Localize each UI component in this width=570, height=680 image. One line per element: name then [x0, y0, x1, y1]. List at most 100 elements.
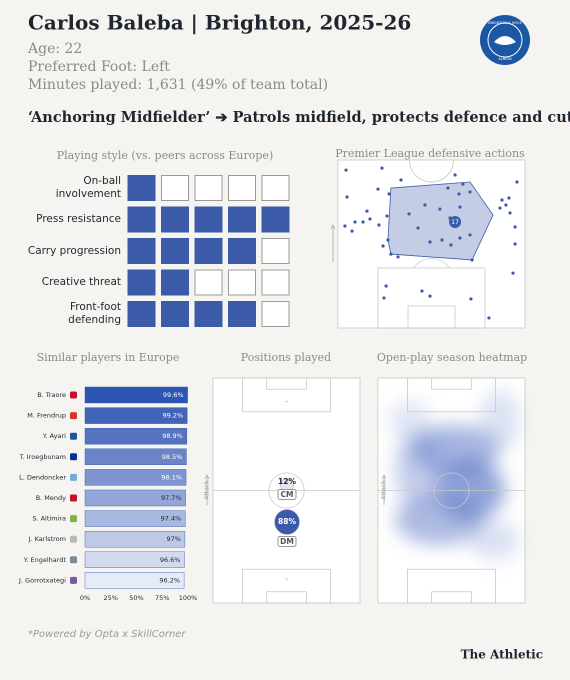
attack-arrowhead	[381, 474, 387, 480]
position-tag	[277, 489, 297, 500]
action-point	[470, 258, 474, 262]
centre-circle	[268, 472, 305, 509]
role: ‘Anchoring Midfielder’ ➔ Patrols midfiel…	[28, 109, 570, 126]
action-point	[487, 316, 491, 320]
centre-circle	[433, 472, 470, 509]
club-badge	[70, 535, 77, 543]
style-square	[228, 206, 256, 233]
action-point	[350, 229, 354, 233]
bar	[84, 428, 188, 445]
action-point	[387, 192, 391, 196]
action-point	[458, 205, 462, 209]
bar	[84, 572, 185, 589]
x-tick-label: 75%	[155, 594, 169, 602]
penalty-spot	[285, 578, 288, 581]
action-point	[440, 238, 444, 242]
bar	[84, 510, 186, 527]
action-point	[504, 203, 508, 207]
title: Carlos Baleba | Brighton, 2025-26	[28, 11, 411, 35]
action-point	[377, 223, 381, 227]
style-square-empty	[228, 175, 256, 201]
attack-arrowhead	[330, 224, 336, 230]
style-label: Carry progression	[27, 244, 121, 257]
pitch	[337, 159, 526, 329]
position-value: 88%	[278, 517, 296, 526]
style-label: Creative threat	[41, 276, 121, 288]
action-point	[507, 196, 511, 200]
action-point	[343, 224, 347, 228]
style-square-empty	[261, 269, 290, 296]
action-point	[453, 173, 457, 177]
player-name: B. Mendy	[36, 494, 66, 502]
action-point	[396, 255, 400, 259]
action-point	[508, 211, 512, 215]
action-point	[344, 168, 348, 172]
player-name: T. Iroegbunam	[18, 453, 66, 461]
action-point	[389, 252, 393, 256]
club-badge	[70, 494, 77, 502]
bar	[84, 407, 188, 424]
bar	[84, 531, 186, 548]
action-point	[498, 206, 502, 210]
action-point	[381, 244, 385, 248]
badge-top: BRIGHTON & HOVE	[488, 21, 522, 25]
style-square-empty	[261, 175, 290, 201]
bar-value: 99.6%	[163, 391, 184, 399]
action-point	[446, 186, 450, 190]
club-badge	[70, 473, 77, 481]
source: *Powered by Opta x SkillCorner	[28, 629, 186, 640]
action-point	[461, 182, 465, 186]
style-square	[194, 238, 223, 264]
bar	[84, 448, 187, 465]
action-point	[457, 192, 461, 196]
badge-ring	[487, 22, 523, 58]
style-square	[127, 206, 156, 233]
player-name: L. Dendoncker	[19, 473, 66, 481]
x-tick-label: 25%	[104, 594, 118, 602]
player-name: J. Gorrotxategi	[18, 576, 66, 584]
six-yard-box	[431, 377, 472, 390]
average-position	[449, 215, 462, 228]
action-point	[500, 198, 504, 202]
minutes: Minutes played: 1,631 (49% of team total…	[28, 77, 328, 93]
action-point	[513, 242, 517, 246]
pitch-lines	[378, 377, 525, 604]
bar-value: 96.6%	[160, 556, 181, 564]
action-point	[423, 203, 427, 207]
bar-value: 96.2%	[159, 576, 180, 584]
action-point	[399, 178, 403, 182]
bar-value: 97.7%	[161, 494, 182, 502]
attack-label: Attack	[381, 480, 388, 500]
action-point	[428, 240, 432, 244]
style-square	[228, 301, 256, 327]
section-title: Premier League defensive actions	[335, 147, 525, 160]
player-name: M. Frendrup	[27, 412, 66, 420]
action-point	[449, 243, 453, 247]
action-point	[420, 289, 424, 293]
bar-value: 98.1%	[161, 473, 182, 481]
action-point	[353, 220, 357, 224]
action-point	[458, 236, 462, 240]
position-label: CM	[281, 490, 294, 499]
age: Age: 22	[27, 41, 82, 57]
section-title: Playing style (vs. peers across Europe)	[57, 149, 273, 162]
style-square	[161, 206, 189, 233]
average-label: 17	[451, 219, 459, 226]
bar	[84, 551, 185, 568]
bar	[84, 469, 187, 486]
style-square	[194, 301, 223, 327]
style-label: On-ball involvement	[55, 175, 121, 200]
bar	[84, 386, 188, 404]
position-tag	[277, 535, 297, 547]
section-title: Positions played	[241, 351, 331, 364]
action-point	[469, 297, 473, 301]
position-value: 12%	[278, 477, 296, 486]
player-name: Y. Ayari	[42, 432, 66, 440]
style-square	[161, 301, 189, 327]
brand: The Athletic	[461, 648, 543, 662]
style-square-empty	[194, 175, 223, 201]
bar-value: 98.5%	[162, 453, 183, 461]
action-point	[511, 271, 515, 275]
action-point	[428, 294, 432, 298]
